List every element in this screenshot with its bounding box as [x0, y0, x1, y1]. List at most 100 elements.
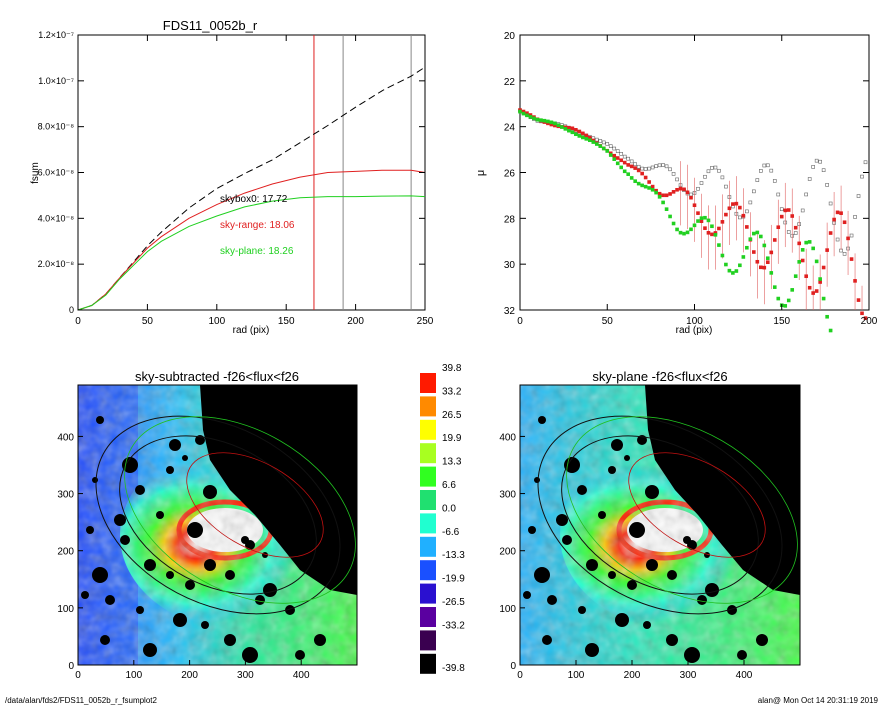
mu-point-2: [706, 218, 711, 223]
fsum-xlabel: rad (pix): [233, 325, 270, 336]
colorbar-label: 33.2: [442, 386, 462, 397]
mu-point-2: [703, 215, 707, 220]
colorbar-label: -26.5: [442, 597, 465, 608]
mu-ytick-label: 22: [504, 77, 516, 88]
masked-source: [598, 511, 606, 519]
mu-point-1: [832, 217, 836, 222]
mu-panel: 0 50 100 150 200 20 22 24 26 28 30 32 rad (pix) μ: [475, 31, 878, 336]
mu-point-2: [581, 135, 585, 140]
mu-point-1: [762, 265, 767, 270]
mu-point-2: [731, 271, 735, 275]
masked-source: [169, 439, 181, 451]
mu-point-2: [818, 277, 822, 281]
image-xtick-label: 200: [624, 670, 641, 681]
masked-source: [646, 559, 658, 571]
mu-point-0: [769, 168, 774, 173]
image-ytick-label: 200: [499, 547, 516, 558]
mu-point-1: [584, 133, 589, 138]
mu-xtick-label: 50: [602, 316, 614, 327]
masked-source: [611, 439, 623, 451]
colorbar-swatch: [420, 419, 436, 440]
mu-point-0: [772, 179, 777, 183]
mu-point-0: [594, 137, 599, 142]
mu-point-2: [657, 195, 662, 199]
mu-point-2: [570, 130, 575, 135]
masked-source: [295, 650, 305, 660]
mu-point-0: [856, 194, 861, 198]
mu-point-0: [640, 166, 644, 171]
mu-point-1: [860, 311, 864, 316]
mu-point-2: [626, 172, 630, 176]
mu-point-2: [664, 207, 669, 211]
mu-point-1: [765, 260, 770, 265]
mu-point-0: [622, 154, 627, 159]
mu-point-2: [804, 240, 808, 245]
masked-source: [144, 559, 156, 571]
mu-point-0: [793, 231, 798, 235]
mu-point-2: [783, 304, 788, 308]
masked-region-2: [645, 385, 800, 595]
masked-source: [143, 643, 157, 657]
mu-point-1: [643, 175, 648, 180]
mu-point-1: [668, 192, 672, 196]
mu-point-1: [755, 259, 760, 264]
mu-point-0: [853, 215, 857, 219]
mu-point-1: [856, 298, 861, 302]
mu-point-2: [800, 248, 805, 252]
masked-source: [187, 522, 203, 538]
masked-source: [534, 567, 550, 583]
mu-point-2: [615, 161, 620, 166]
mu-point-0: [863, 160, 868, 165]
colorbar-label: 13.3: [442, 457, 462, 468]
masked-source: [136, 606, 144, 614]
mu-point-1: [717, 226, 721, 231]
mu-point-2: [598, 144, 603, 148]
mu-point-1: [800, 258, 805, 263]
mu-point-2: [752, 231, 756, 236]
mu-point-0: [671, 172, 676, 176]
mu-point-2: [619, 165, 624, 170]
mu-point-1: [699, 219, 704, 224]
masked-source: [556, 514, 568, 526]
mu-point-1: [622, 160, 627, 165]
mu-xtick-label: 200: [861, 316, 878, 327]
fsum-ylabel: fsum: [30, 162, 41, 184]
mu-point-2: [825, 314, 829, 319]
mu-point-1: [863, 316, 868, 320]
mu-point-2: [738, 263, 742, 268]
mu-point-1: [685, 190, 690, 195]
mu-point-1: [769, 250, 774, 255]
aperture-inner-ellipse: [95, 415, 341, 615]
masked-source: [81, 591, 89, 599]
mu-point-1: [745, 225, 749, 229]
masked-region: [200, 385, 357, 595]
colorbar-swatch: [420, 443, 436, 464]
mu-point-0: [636, 164, 641, 169]
aperture-green-ellipse: [124, 416, 356, 604]
mu-point-2: [525, 113, 529, 118]
masked-source: [120, 535, 130, 545]
mu-point-2: [671, 221, 676, 226]
mu-point-1: [842, 220, 847, 225]
mu-point-2: [560, 125, 564, 129]
masked-source: [242, 647, 258, 663]
mu-xtick-label: 100: [686, 316, 703, 327]
mu-point-0: [633, 162, 637, 167]
mu-point-0: [800, 208, 805, 213]
mu-point-0: [776, 192, 781, 197]
masked-source: [224, 634, 236, 646]
mu-point-0: [612, 146, 617, 151]
masked-source: [737, 650, 747, 660]
image-ytick-label: 400: [57, 432, 74, 443]
mu-point-2: [622, 169, 627, 174]
mu-point-0: [804, 192, 808, 197]
mu-point-2: [807, 240, 812, 244]
fsum-xtick-label: 250: [417, 316, 434, 327]
mu-ytick-label: 20: [504, 31, 516, 42]
mu-point-0: [779, 207, 784, 212]
annotation-skybox0: skybox0: 17.72: [220, 194, 288, 205]
mu-point-1: [567, 126, 571, 130]
image-xtick-label: 100: [568, 670, 585, 681]
masked-source: [241, 536, 249, 544]
mu-point-0: [825, 183, 829, 187]
